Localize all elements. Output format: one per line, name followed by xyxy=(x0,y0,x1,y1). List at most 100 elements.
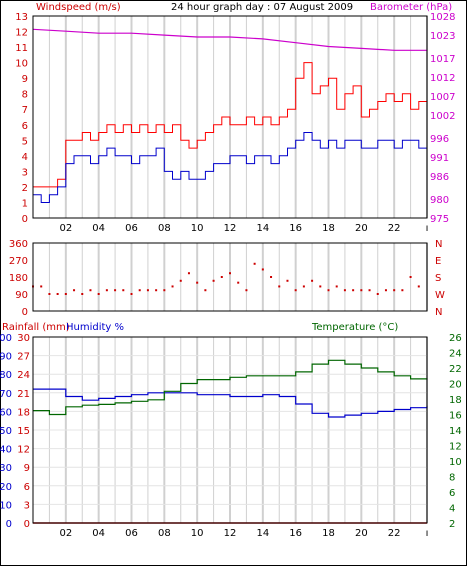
direction-point xyxy=(335,285,338,288)
direction-point xyxy=(360,289,363,292)
direction-point xyxy=(294,289,297,292)
direction-point xyxy=(122,289,125,292)
rainfall-y-tick-label: 30 xyxy=(17,333,30,344)
compass-label: S xyxy=(435,273,441,284)
wind-y-tick-label: 0 xyxy=(22,214,28,225)
climate-panel-x-tick-label: 14 xyxy=(256,528,269,539)
wind-panel-x-tick-label: 14 xyxy=(256,223,269,234)
direction-point xyxy=(384,289,387,292)
climate-panel-x-tick-label: 16 xyxy=(289,528,302,539)
direction-point xyxy=(64,293,67,295)
wind-panel-x-end-tick: ı xyxy=(426,223,429,234)
humidity-y-tick-label: 0 xyxy=(6,519,12,530)
compass-label: N xyxy=(435,239,442,250)
climate-panel-x-tick-label: 22 xyxy=(388,528,401,539)
barometer-y-tick-label: 980 xyxy=(430,195,449,206)
wind-panel-x-tick-label: 04 xyxy=(92,223,105,234)
frame-layer xyxy=(32,15,428,524)
climate-panel-x-tick-label: 02 xyxy=(59,528,72,539)
humidity-y-tick-label: 100 xyxy=(0,333,12,344)
wind-y-tick-label: 13 xyxy=(15,12,28,23)
direction-point xyxy=(220,276,223,278)
direction-point xyxy=(286,279,289,282)
direction-point xyxy=(311,279,314,282)
direction-point xyxy=(212,279,215,282)
wind-y-tick-label: 5 xyxy=(22,136,28,147)
rainfall-y-tick-label: 21 xyxy=(17,389,30,400)
rainfall-y-tick-label: 12 xyxy=(17,445,30,456)
temperature-y-tick-label: 6 xyxy=(449,488,455,499)
direction-point xyxy=(171,285,174,288)
climate-panel-x-tick-label: 12 xyxy=(224,528,237,539)
temperature-y-tick-label: 24 xyxy=(449,349,462,360)
climate-panel-x-tick-label: 08 xyxy=(158,528,171,539)
barometer-y-tick-label: 991 xyxy=(430,153,449,164)
humidity-y-tick-label: 30 xyxy=(0,463,12,474)
direction-point xyxy=(196,281,199,284)
direction-y-tick-label: 0 xyxy=(22,307,28,318)
wind-y-tick-label: 9 xyxy=(22,74,28,85)
direction-point xyxy=(155,289,158,292)
barometer-axis-title: Barometer (hPa) xyxy=(370,2,452,13)
wind-panel-x-tick-label: 08 xyxy=(158,223,171,234)
direction-point xyxy=(204,289,207,292)
barometer-y-tick-label: 1028 xyxy=(430,12,455,23)
direction-point xyxy=(237,281,240,284)
humidity-y-tick-label: 20 xyxy=(0,482,12,493)
direction-point xyxy=(319,285,322,288)
humidity-series-line xyxy=(33,388,428,418)
wind-panel-x-tick-label: 16 xyxy=(289,223,302,234)
wind-y-tick-label: 4 xyxy=(22,152,28,163)
direction-point xyxy=(393,289,396,292)
humidity-y-tick-label: 50 xyxy=(0,426,12,437)
humidity-y-tick-label: 70 xyxy=(0,389,12,400)
graph-title: 24 hour graph day : 07 August 2009 xyxy=(171,2,353,13)
direction-point xyxy=(253,262,256,265)
climate-panel-x-tick-label: 10 xyxy=(191,528,204,539)
direction-point xyxy=(163,289,166,292)
climate-panel-x-tick-label: 20 xyxy=(355,528,368,539)
direction-point xyxy=(40,285,43,288)
direction-point xyxy=(417,285,420,288)
direction-panel-frame xyxy=(32,242,428,312)
climate-panel-x-end-tick: ı xyxy=(426,528,429,539)
direction-point xyxy=(368,289,371,292)
humidity-y-tick-label: 60 xyxy=(0,407,12,418)
wind-panel-frame xyxy=(32,15,428,219)
direction-point xyxy=(56,293,59,295)
compass-label: N xyxy=(435,307,442,318)
direction-point xyxy=(278,285,281,288)
climate-panel-x-tick-label: 18 xyxy=(322,528,335,539)
direction-point xyxy=(245,289,248,292)
rainfall-y-tick-label: 24 xyxy=(17,370,30,381)
direction-point xyxy=(327,289,330,292)
direction-point xyxy=(138,289,141,292)
tick-label-layer: 02 04 06 08 10 12 14 16 18 20 22 ı01234567891011121… xyxy=(0,12,462,539)
direction-point xyxy=(261,268,264,271)
temperature-y-tick-label: 16 xyxy=(449,411,462,422)
wind-y-tick-label: 3 xyxy=(22,167,28,178)
barometer-y-tick-label: 986 xyxy=(430,172,449,183)
direction-point xyxy=(130,293,133,295)
direction-point xyxy=(114,289,117,292)
direction-point xyxy=(187,272,190,275)
temperature-series-line xyxy=(33,359,428,416)
direction-point xyxy=(352,289,355,292)
rainfall-y-tick-label: 27 xyxy=(17,352,30,363)
compass-label: E xyxy=(435,256,441,267)
wind-y-tick-label: 11 xyxy=(15,43,28,54)
compass-label: W xyxy=(435,290,445,301)
direction-point xyxy=(105,289,108,292)
wind-panel-x-tick-label: 18 xyxy=(322,223,335,234)
direction-point xyxy=(48,293,51,295)
direction-point xyxy=(179,279,182,282)
temperature-y-tick-label: 4 xyxy=(449,504,455,515)
direction-point xyxy=(89,289,92,292)
barometer-y-tick-label: 996 xyxy=(430,134,449,145)
wind-panel-x-tick-label: 22 xyxy=(388,223,401,234)
direction-point xyxy=(97,293,100,295)
barometer-y-tick-label: 1007 xyxy=(430,92,455,103)
